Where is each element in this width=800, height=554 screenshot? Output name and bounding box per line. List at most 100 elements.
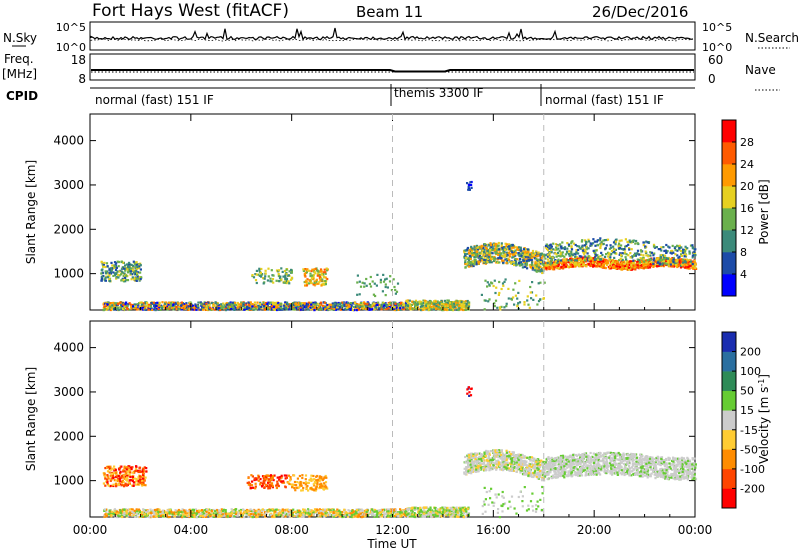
scatter-cell [484,246,487,249]
scatter-cell [430,305,433,308]
scatter-cell [517,253,520,256]
scatter-cell [649,251,652,254]
scatter-cell [533,269,536,272]
scatter-cell [238,303,241,306]
scatter-cell [502,255,505,258]
scatter-cell [102,309,105,312]
scatter-cell [325,476,328,479]
scatter-cell [669,263,672,266]
scatter-cell [691,263,694,266]
scatter-cell [285,282,288,285]
scatter-cell [502,252,505,255]
scatter-cell [287,474,291,477]
scatter-cell [683,260,687,263]
scatter-cell [310,479,313,482]
scatter-cell [578,258,581,262]
scatter-cell [307,481,310,484]
scatter-cell [548,267,551,271]
scatter-cell [522,259,525,262]
scatter-cell [613,256,616,259]
scatter-cell [317,308,320,311]
scatter-cell [229,301,232,304]
scatter-cell [628,248,631,251]
scatter-cell [247,303,250,306]
scatter-cell [657,264,660,268]
scatter-cell [504,248,507,251]
scatter-cell [315,281,318,284]
scatter-cell [511,250,514,253]
scatter-cell [356,293,359,296]
scatter-cell [154,302,157,305]
scatter-cell [380,308,383,311]
scatter-cell [344,307,347,310]
scatter-cell [647,260,651,263]
scatter-cell [251,274,254,277]
scatter-cell [619,262,622,265]
scatter-cell [342,308,345,311]
scatter-cell [489,242,492,245]
scatter-cell [387,307,390,310]
scatter-cell [529,265,532,269]
scatter-cell [492,243,495,246]
scatter-cell [557,247,560,250]
scatter-cell [288,482,291,486]
scatter-cell [234,301,237,304]
scatter-cell [472,264,475,268]
scatter-cell [466,257,469,261]
scatter-cell [673,261,676,264]
scatter-cell [270,479,273,482]
scatter-cell [220,303,223,306]
scatter-cell [608,252,611,255]
scatter-cell [133,303,136,306]
scatter-cell [388,280,392,283]
scatter-cell [473,260,477,263]
scatter-cell [551,268,554,271]
scatter-cell [326,308,329,312]
scatter-cell [567,243,570,246]
scatter-cell [302,486,305,490]
scatter-cell [570,259,573,262]
scatter-cell [593,240,596,243]
scatter-cell [363,301,366,304]
scatter-cell [520,251,524,254]
scatter-cell [226,303,229,306]
scatter-cell [361,281,364,284]
scatter-cell [453,303,456,306]
nave-label: Nave [745,63,776,77]
freq-tick-bottom: 8 [78,72,86,86]
scatter-cell [462,301,465,304]
scatter-cell [520,254,523,257]
scatter-cell [602,239,605,242]
scatter-cell [505,254,508,257]
scatter-cell [497,293,500,296]
scatter-cell [140,301,143,304]
scatter-cell [134,266,137,269]
scatter-cell [644,266,647,269]
scatter-cell [366,305,369,308]
scatter-cell [476,254,479,257]
scatter-cell [464,259,467,262]
scatter-cell [683,258,686,261]
scatter-cell [263,482,266,485]
scatter-cell [313,268,316,271]
scatter-cell [258,308,261,311]
scatter-cell [556,244,559,247]
scatter-cell [125,306,128,309]
scatter-cell [458,304,461,307]
scatter-cell [247,302,250,305]
scatter-cell [328,303,331,306]
scatter-cell [486,257,490,261]
scatter-cell [248,483,251,486]
scatter-cell [679,249,682,253]
scatter-cell [135,268,138,271]
nsky-trace [90,27,694,42]
scatter-cell [679,258,682,261]
scatter-cell [472,254,476,257]
scatter-cell [422,302,425,305]
scatter-cell [622,266,625,269]
scatter-cell [266,477,269,480]
scatter-cell [254,305,257,308]
scatter-cell [248,306,251,310]
scatter-cell [547,249,550,252]
scatter-cell [514,257,517,261]
